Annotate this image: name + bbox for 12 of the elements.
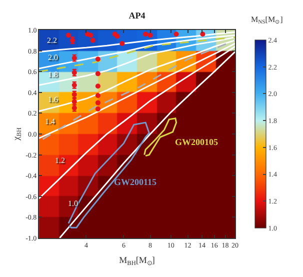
annotation: 2.2 bbox=[47, 36, 57, 45]
annotation: 2.0 bbox=[48, 53, 58, 62]
color-bar-title: M$_{NS}$[M$_{⊙}$] bbox=[251, 15, 284, 26]
annotation: 1.8 bbox=[48, 70, 58, 79]
annotation: 1.6 bbox=[48, 95, 58, 104]
annotation: GW200105 bbox=[175, 137, 218, 147]
chart-title: AP4 bbox=[128, 10, 146, 20]
annotation: 1.4 bbox=[45, 117, 55, 126]
annotation: GW200115 bbox=[114, 177, 158, 187]
x-axis-title: M$_{BH}$[M$_{⊙}$] bbox=[119, 255, 155, 267]
annotation: 1.0 bbox=[68, 199, 78, 208]
annotation: 1.2 bbox=[55, 156, 65, 165]
